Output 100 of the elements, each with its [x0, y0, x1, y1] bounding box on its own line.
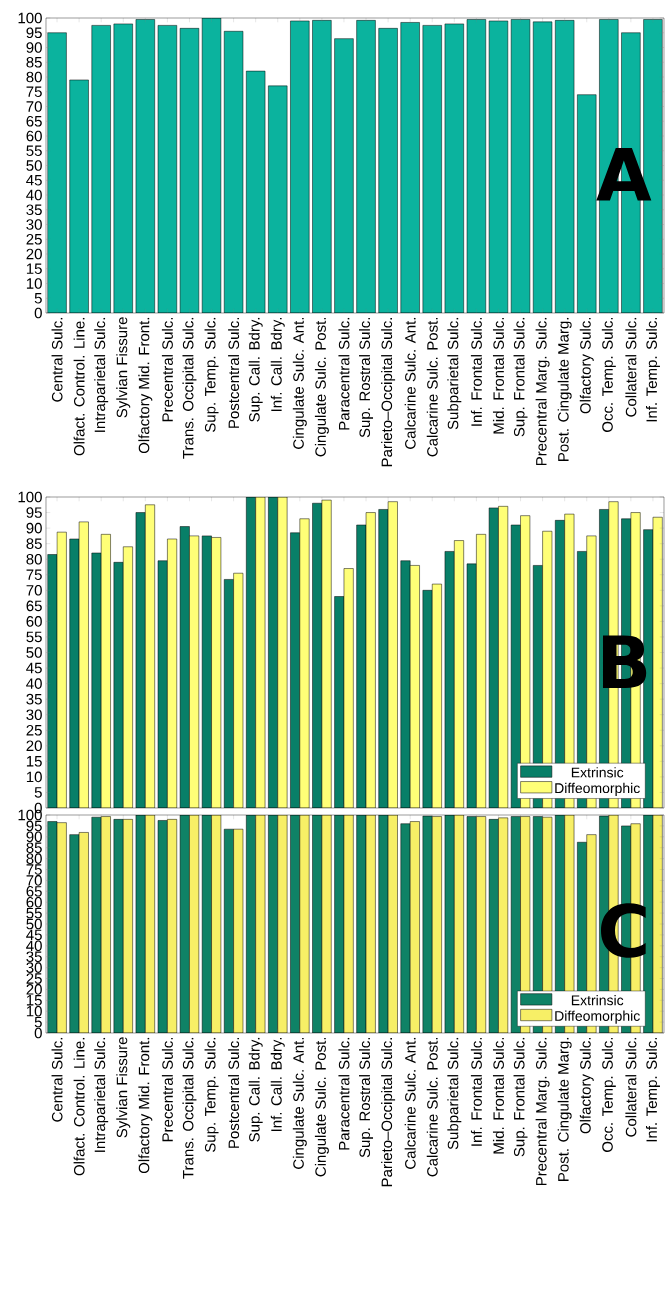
y-tick-label: 15: [26, 756, 42, 767]
x-tick-label: Intraparietal Sulc.: [94, 317, 109, 432]
bar: [533, 21, 552, 314]
x-tick-label: Olfact. Control. Line.: [73, 1037, 85, 1176]
y-tick-label: 40: [26, 940, 42, 952]
y-tick-label: 10: [26, 771, 42, 783]
legend-label: Diffeomorphic: [555, 782, 640, 796]
x-tick-label: Sylvian Fissure: [116, 1037, 131, 1138]
y-tick-label: 55: [26, 631, 42, 643]
x-tick-label: Subparietal Sulc.: [447, 1037, 462, 1150]
y-tick-label: 35: [26, 951, 42, 963]
x-tick-label: Sylvian Fissure: [116, 317, 131, 418]
x-tick-label: Central Sulc.: [51, 317, 63, 402]
bar: [290, 20, 310, 314]
bar: [202, 18, 221, 314]
x-tick-label: Mid. Frontal Sulc.: [492, 1037, 504, 1154]
y-tick-label: 30: [26, 962, 42, 973]
y-tick-label: 45: [26, 175, 42, 186]
x-tick-label: Post. Cingulate Marg.: [557, 317, 572, 461]
y-tick-label: 75: [26, 864, 42, 875]
x-tick-label: Occ. Temp. Sulc.: [601, 1037, 616, 1152]
x-tick-label: Sup. Frontal Sulc.: [513, 1037, 528, 1157]
y-tick-label: 60: [26, 130, 42, 142]
y-tick-label: 15: [26, 263, 42, 274]
x-tick-label: Cingulate Sulc. Ant.: [292, 1037, 307, 1169]
y-tick-label: 65: [26, 600, 42, 612]
bar: [489, 20, 508, 314]
bar: [511, 19, 530, 314]
y-tick-label: 90: [26, 42, 42, 53]
x-tick-label: Sup. Rostral Sulc.: [359, 1037, 374, 1158]
x-tick-label: Inf. Temp. Sulc.: [645, 1037, 660, 1142]
y-tick-label: 40: [26, 678, 42, 689]
x-tick-label: Inf. Call. Bdry.: [270, 1037, 285, 1132]
bar: [334, 38, 354, 314]
y-tick-label: 100: [18, 491, 42, 503]
x-tick-label: Intraparietal Sulc.: [94, 1037, 109, 1152]
x-tick-label: Subparietal Sulc.: [447, 317, 462, 430]
y-tick-label: 45: [26, 662, 42, 674]
y-tick-label: 5: [34, 293, 42, 304]
x-tick-label: Calcarine Sulc. Post.: [426, 317, 438, 457]
x-tick-label: Olfactory Mid. Front.: [138, 317, 153, 454]
x-tick-label: Calcarine Sulc. Ant.: [404, 1037, 416, 1169]
y-tick-label: 35: [26, 204, 42, 216]
y-tick-label: 85: [26, 538, 42, 549]
x-tick-label: Trans. Occipital Sulc.: [182, 1037, 197, 1179]
y-tick-label: 70: [26, 875, 42, 886]
x-tick-label: Post. Cingulate Marg.: [557, 1037, 572, 1181]
y-tick-label: 25: [26, 724, 42, 736]
x-tick-label: Mid. Frontal Sulc.: [492, 317, 504, 434]
y-tick-label: 50: [26, 918, 42, 930]
y-tick-label: 80: [26, 71, 42, 83]
bar: [224, 31, 243, 314]
x-tick-label: Calcarine Sulc. Post.: [426, 1037, 438, 1177]
y-tick-label: 85: [26, 842, 42, 854]
y-tick-label: 0: [34, 307, 42, 319]
y-tick-label: 25: [26, 973, 42, 984]
bar: [299, 518, 310, 809]
bar: [356, 20, 376, 314]
x-tick-label: Sup. Temp. Sulc.: [204, 317, 219, 433]
x-tick-label: Olfact. Control. Line.: [73, 317, 85, 456]
bar: [400, 22, 420, 314]
x-tick-label: Olfactory Mid. Front.: [138, 1037, 153, 1174]
x-tick-label: Trans. Occipital Sulc.: [182, 317, 197, 459]
annotation: C: [601, 903, 646, 958]
y-tick-label: 20: [26, 984, 42, 995]
y-tick-label: 95: [26, 820, 42, 832]
bar: [467, 19, 486, 314]
y-tick-label: 95: [26, 507, 42, 518]
bar: [378, 28, 398, 314]
y-tick-label: 90: [26, 831, 42, 843]
annotation: B: [602, 635, 647, 689]
x-tick-label: Precentral Marg. Sulc.: [535, 1037, 550, 1186]
x-tick-label: Paracentral Sulc.: [338, 317, 350, 430]
y-tick-label: 0: [34, 1027, 42, 1039]
bar: [69, 79, 89, 314]
y-tick-label: 20: [26, 740, 42, 752]
bar: [312, 20, 332, 314]
y-tick-label: 20: [26, 248, 42, 260]
x-tick-label: Precentral Marg. Sulc.: [535, 317, 550, 466]
x-tick-label: Paracentral Sulc.: [338, 1037, 350, 1150]
y-tick-label: 5: [34, 787, 42, 798]
y-tick-label: 55: [26, 907, 42, 919]
x-tick-label: Calcarine Sulc. Ant.: [404, 317, 416, 449]
y-tick-label: 75: [26, 86, 42, 97]
y-tick-label: 15: [26, 995, 42, 1006]
bar: [135, 19, 155, 314]
y-tick-label: 60: [26, 896, 42, 908]
y-tick-label: 70: [26, 101, 42, 112]
bar: [113, 23, 133, 314]
y-tick-label: 70: [26, 585, 42, 596]
x-tick-label: Parieto–Occipital Sulc.: [381, 1037, 396, 1187]
y-tick-label: 90: [26, 522, 42, 534]
y-tick-label: 80: [26, 553, 42, 565]
y-tick-label: 75: [26, 569, 42, 580]
x-tick-label: Inf. Frontal Sulc.: [470, 1037, 482, 1146]
y-tick-label: 65: [26, 115, 42, 127]
y-tick-label: 10: [26, 1005, 42, 1017]
x-tick-label: Collateral Sulc.: [625, 317, 637, 417]
x-tick-label: Parieto–Occipital Sulc.: [381, 317, 396, 467]
y-tick-label: 50: [26, 160, 42, 171]
